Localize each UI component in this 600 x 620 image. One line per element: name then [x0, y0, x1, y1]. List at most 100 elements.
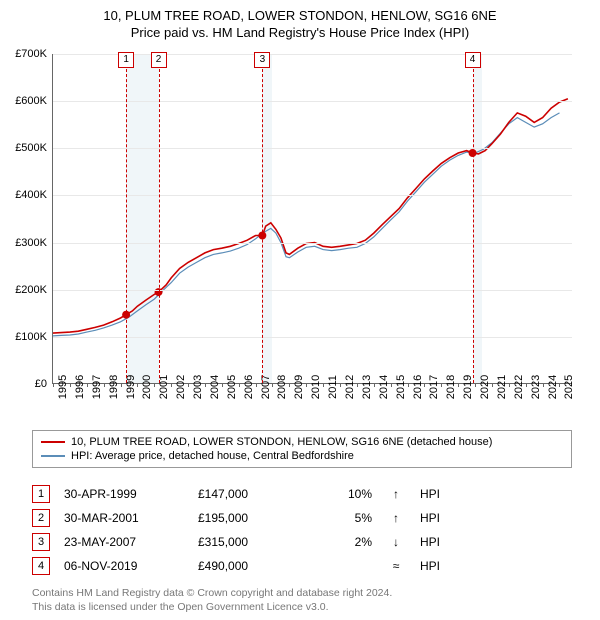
- legend-label-hpi: HPI: Average price, detached house, Cent…: [71, 450, 354, 462]
- x-tick: [121, 383, 122, 387]
- event-number: 3: [32, 533, 50, 551]
- event-hpi-label: HPI: [420, 535, 460, 549]
- legend-item-property: 10, PLUM TREE ROAD, LOWER STONDON, HENLO…: [41, 435, 563, 449]
- x-tick: [441, 383, 442, 387]
- gridline-h: [53, 148, 572, 149]
- x-axis-label: 2016: [412, 375, 424, 399]
- chart-svg: [53, 54, 572, 383]
- event-marker: 1: [118, 52, 134, 68]
- event-price: £315,000: [198, 535, 298, 549]
- x-axis-label: 2005: [226, 375, 238, 399]
- y-axis-label: £700K: [15, 48, 47, 60]
- event-date: 30-MAR-2001: [64, 511, 184, 525]
- chart-footer: Contains HM Land Registry data © Crown c…: [32, 586, 392, 614]
- event-direction-icon: ↑: [386, 511, 406, 525]
- x-axis-label: 2012: [344, 375, 356, 399]
- footer-licence: This data is licensed under the Open Gov…: [32, 600, 392, 614]
- x-tick: [391, 383, 392, 387]
- event-number: 4: [32, 557, 50, 575]
- event-line: [159, 54, 160, 383]
- x-tick: [104, 383, 105, 387]
- event-line: [473, 54, 474, 383]
- event-price: £147,000: [198, 487, 298, 501]
- y-axis-label: £400K: [15, 189, 47, 201]
- x-tick: [87, 383, 88, 387]
- x-axis-label: 2006: [243, 375, 255, 399]
- x-axis-label: 2004: [209, 375, 221, 399]
- event-hpi-label: HPI: [420, 487, 460, 501]
- gridline-h: [53, 195, 572, 196]
- event-number: 2: [32, 509, 50, 527]
- x-tick: [526, 383, 527, 387]
- footer-copyright: Contains HM Land Registry data © Crown c…: [32, 586, 392, 600]
- event-number: 1: [32, 485, 50, 503]
- gridline-h: [53, 290, 572, 291]
- x-axis-label: 2003: [192, 375, 204, 399]
- x-tick: [222, 383, 223, 387]
- x-axis-label: 2002: [175, 375, 187, 399]
- event-pct: 2%: [312, 535, 372, 549]
- x-tick: [408, 383, 409, 387]
- title-subtitle: Price paid vs. HM Land Registry's House …: [0, 25, 600, 40]
- event-price: £195,000: [198, 511, 298, 525]
- x-tick: [137, 383, 138, 387]
- event-direction-icon: ≈: [386, 559, 406, 573]
- event-price: £490,000: [198, 559, 298, 573]
- chart-title: 10, PLUM TREE ROAD, LOWER STONDON, HENLO…: [0, 0, 600, 44]
- x-tick: [509, 383, 510, 387]
- legend-swatch-property: [41, 441, 65, 443]
- x-axis-label: 2008: [276, 375, 288, 399]
- y-axis-label: £0: [35, 378, 47, 390]
- x-tick: [492, 383, 493, 387]
- y-axis-label: £300K: [15, 237, 47, 249]
- gridline-h: [53, 243, 572, 244]
- sales-events-table: 130-APR-1999£147,00010%↑HPI230-MAR-2001£…: [32, 482, 572, 578]
- x-tick: [374, 383, 375, 387]
- event-direction-icon: ↑: [386, 487, 406, 501]
- x-axis-label: 2020: [479, 375, 491, 399]
- event-marker: 3: [254, 52, 270, 68]
- x-tick: [289, 383, 290, 387]
- event-direction-icon: ↓: [386, 535, 406, 549]
- gridline-h: [53, 337, 572, 338]
- event-pct: 5%: [312, 511, 372, 525]
- y-axis-label: £100K: [15, 331, 47, 343]
- x-axis-label: 2013: [361, 375, 373, 399]
- event-hpi-label: HPI: [420, 559, 460, 573]
- legend-item-hpi: HPI: Average price, detached house, Cent…: [41, 449, 563, 463]
- legend-label-property: 10, PLUM TREE ROAD, LOWER STONDON, HENLO…: [71, 436, 492, 448]
- sale-event-row: 406-NOV-2019£490,000≈HPI: [32, 554, 572, 578]
- sale-event-row: 130-APR-1999£147,00010%↑HPI: [32, 482, 572, 506]
- series-line-hpi: [53, 113, 560, 336]
- series-line-property: [53, 99, 568, 333]
- x-tick: [458, 383, 459, 387]
- event-date: 30-APR-1999: [64, 487, 184, 501]
- x-tick: [272, 383, 273, 387]
- x-tick: [188, 383, 189, 387]
- gridline-h: [53, 101, 572, 102]
- price-chart: £0£100K£200K£300K£400K£500K£600K£700K199…: [52, 54, 572, 384]
- x-tick: [424, 383, 425, 387]
- x-tick: [306, 383, 307, 387]
- x-axis-label: 2001: [158, 375, 170, 399]
- sale-event-row: 3 23-MAY-2007 £315,000 2% ↓ HPI: [32, 530, 572, 554]
- x-tick: [70, 383, 71, 387]
- x-axis-label: 1995: [57, 375, 69, 399]
- x-tick: [340, 383, 341, 387]
- y-axis-label: £600K: [15, 95, 47, 107]
- x-tick: [154, 383, 155, 387]
- x-axis-label: 2017: [428, 375, 440, 399]
- x-axis-label: 2015: [395, 375, 407, 399]
- x-axis-label: 2010: [310, 375, 322, 399]
- x-axis-label: 1997: [91, 375, 103, 399]
- x-axis-label: 2024: [547, 375, 559, 399]
- x-axis-label: 2021: [496, 375, 508, 399]
- sale-event-row: 230-MAR-2001£195,0005%↑HPI: [32, 506, 572, 530]
- x-axis-label: 1998: [108, 375, 120, 399]
- event-date: 23-MAY-2007: [64, 535, 184, 549]
- x-axis-label: 2023: [530, 375, 542, 399]
- y-axis-label: £200K: [15, 284, 47, 296]
- x-axis-label: 2011: [327, 375, 339, 399]
- x-tick: [357, 383, 358, 387]
- x-axis-label: 2022: [513, 375, 525, 399]
